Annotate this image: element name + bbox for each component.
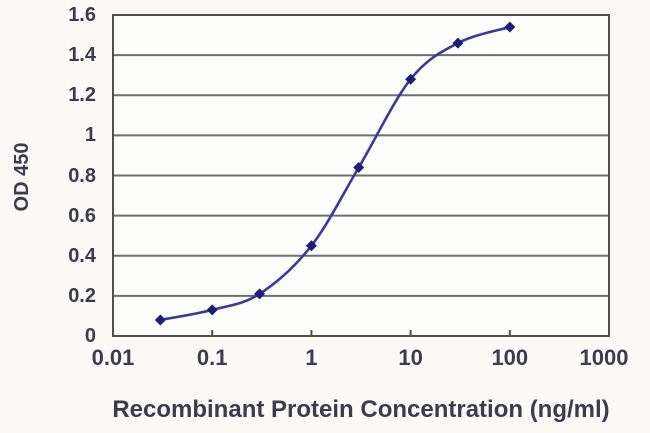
y-tick-label: 1.4 [68,44,96,67]
y-tick-label: 1.2 [68,84,96,107]
data-point-marker [206,304,218,316]
y-tick-label: 1 [84,124,96,147]
y-tick-label: 0.4 [68,244,96,267]
x-tick-label: 1 [305,345,318,370]
x-axis-title: Recombinant Protein Concentration (ng/ml… [112,396,610,423]
data-point-marker [154,314,166,326]
y-tick-label: 0.2 [68,284,96,307]
data-point-marker [504,21,516,33]
data-point-marker [452,37,464,49]
y-tick-label: 0 [84,325,96,347]
x-tick-label: 10 [398,345,423,370]
data-point-marker [254,288,266,300]
y-tick-label: 0.8 [68,164,96,187]
y-tick-label: 0.6 [68,204,96,227]
x-tick-label: 0.1 [196,345,228,370]
axis-border [112,14,610,337]
data-point-marker [405,73,417,85]
x-tick-label: 0.01 [91,345,135,370]
x-tick-label: 1000 [579,345,629,370]
data-point-marker [353,161,365,173]
x-tick-label: 100 [491,345,529,370]
curve-line [159,25,512,322]
y-tick-label: 1.6 [68,4,96,26]
data-point-marker [305,240,317,252]
